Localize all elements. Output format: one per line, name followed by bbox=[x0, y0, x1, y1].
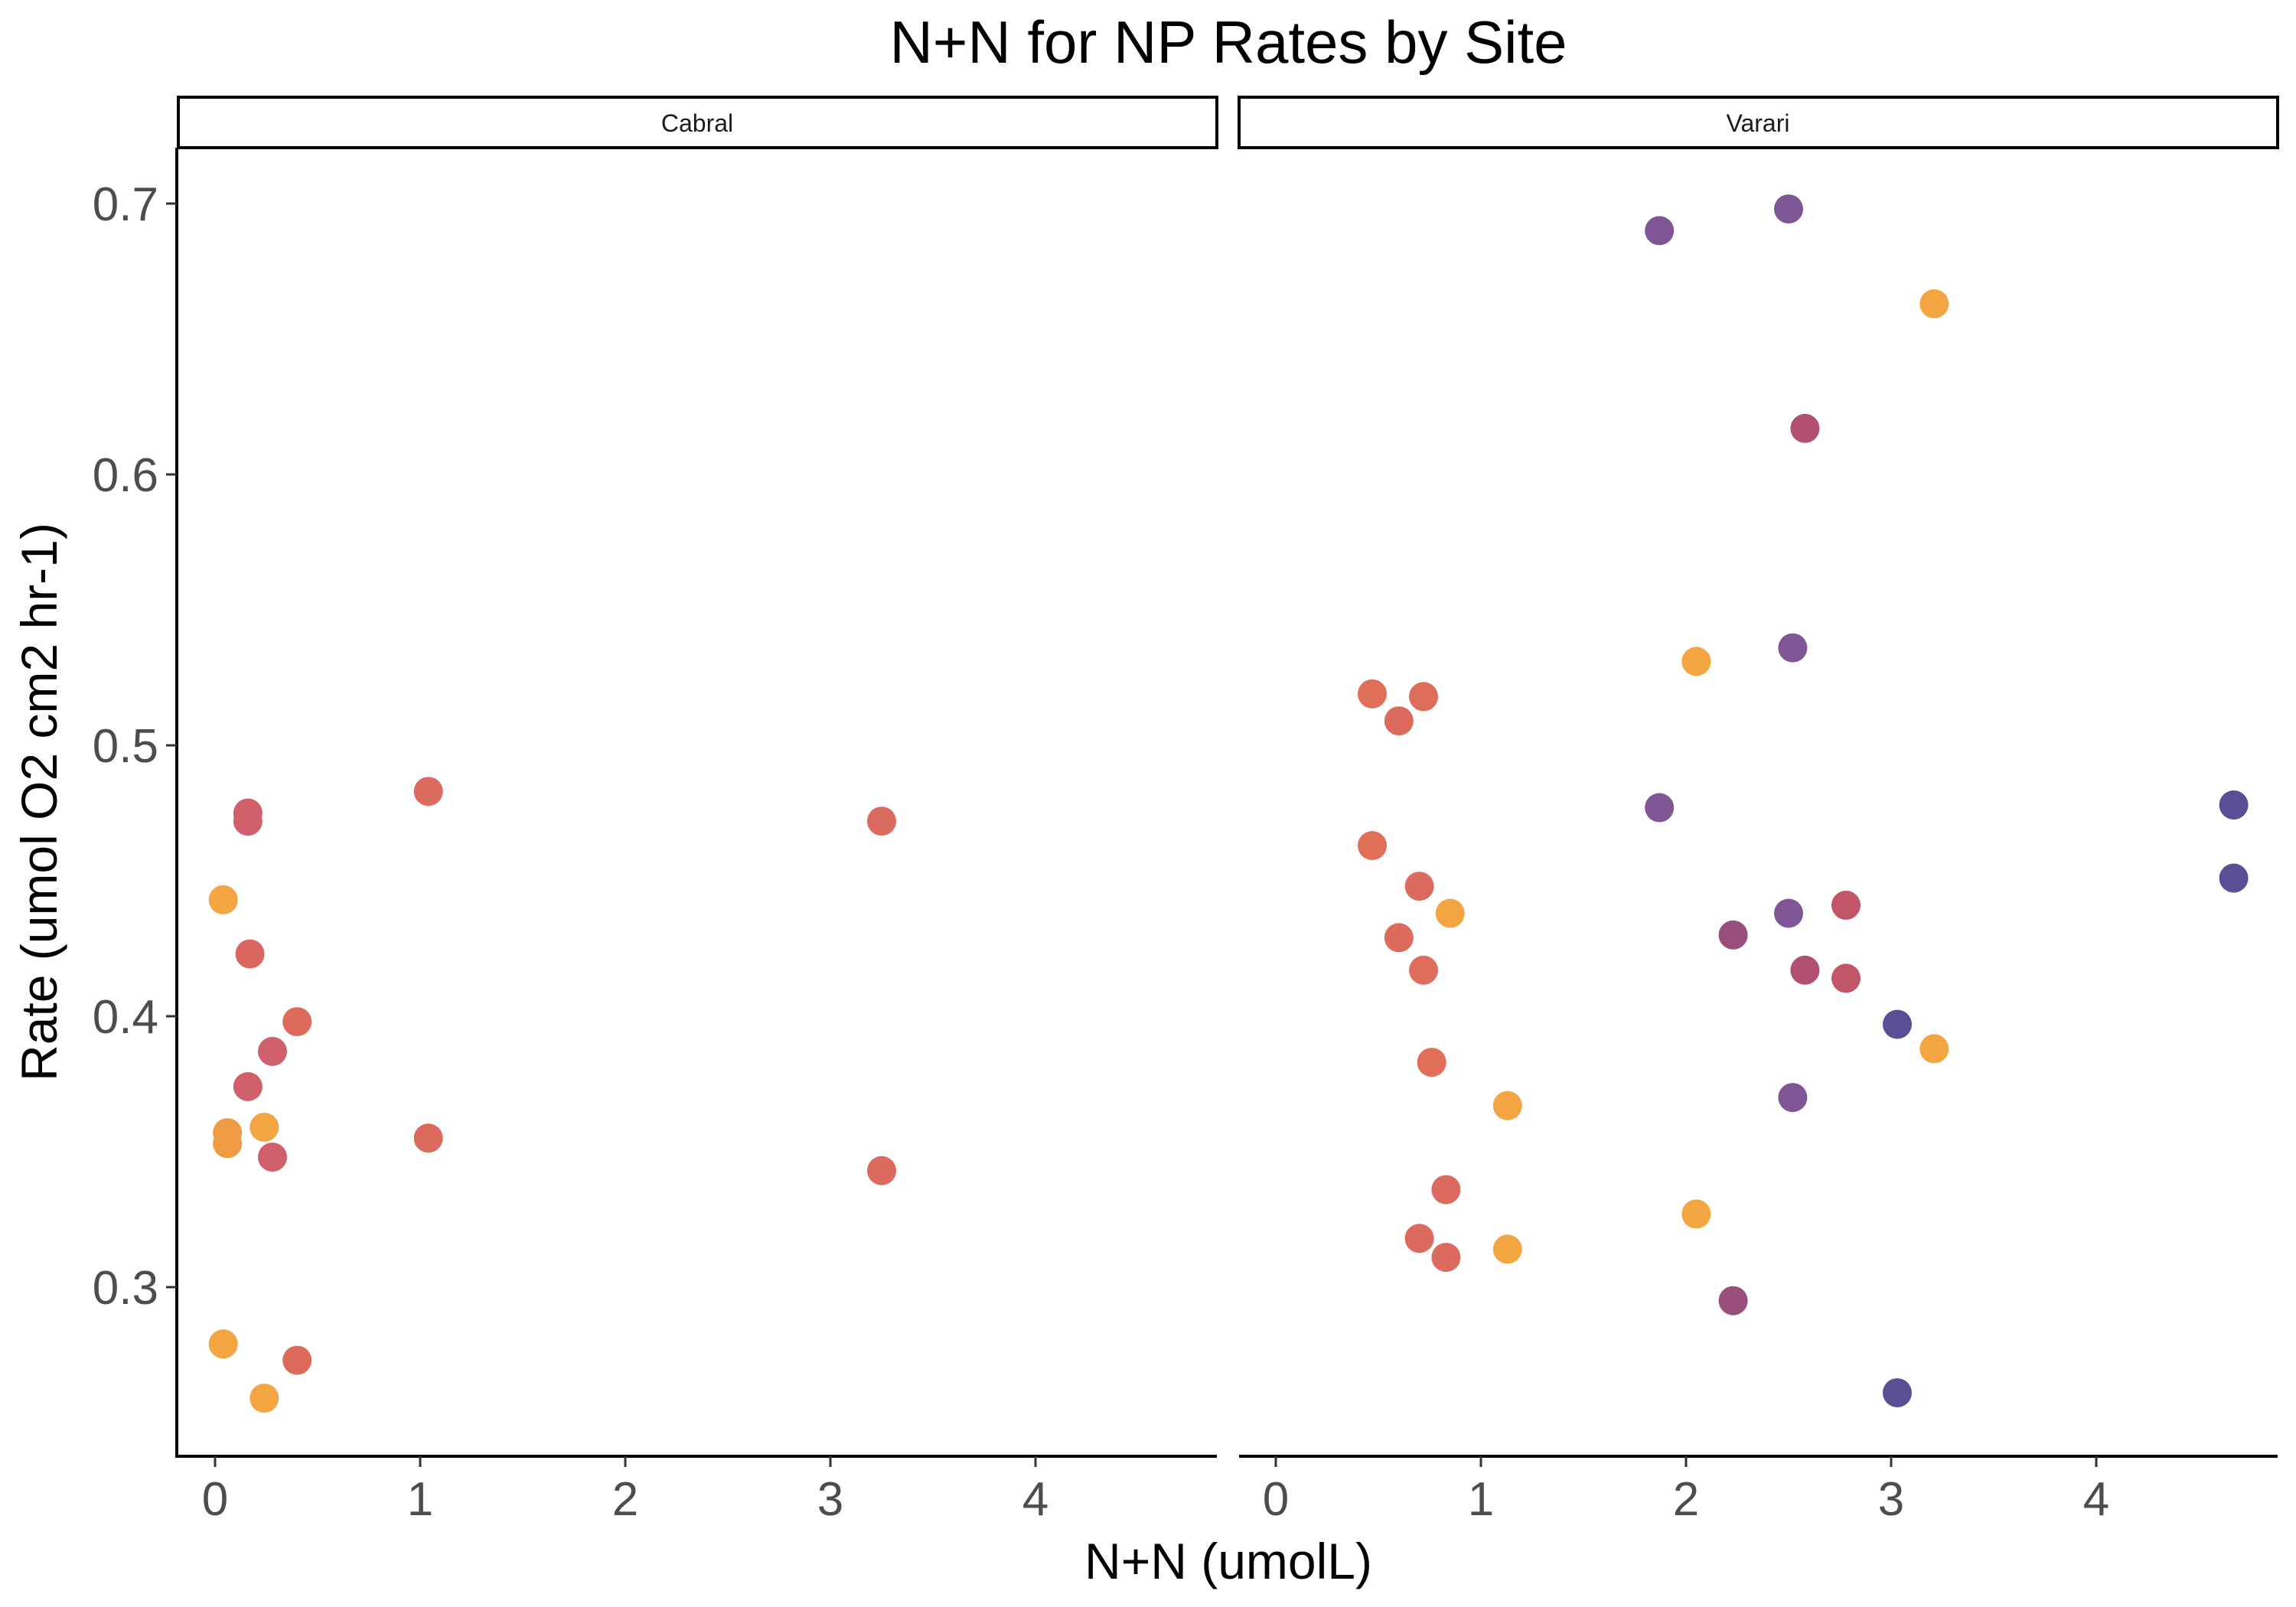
data-point bbox=[1681, 647, 1711, 676]
x-tick-label: 3 bbox=[1878, 1473, 1904, 1526]
panel-cabral: Cabral 0.3 0.4 0.5 0.6 0.7 0 1 2 3 4 bbox=[93, 96, 1218, 1526]
data-point bbox=[1883, 1009, 1912, 1039]
data-point bbox=[1919, 289, 1949, 318]
data-point bbox=[1409, 955, 1438, 985]
data-point bbox=[1492, 1090, 1522, 1120]
data-point bbox=[1831, 963, 1861, 993]
data-point bbox=[235, 939, 265, 969]
y-tick-label: 0.5 bbox=[93, 720, 158, 773]
strip-cabral bbox=[177, 96, 1218, 149]
data-point bbox=[413, 777, 443, 807]
data-point bbox=[1681, 1199, 1711, 1229]
x-tick-label: 4 bbox=[2083, 1473, 2109, 1526]
data-point bbox=[1778, 633, 1808, 663]
data-point bbox=[1645, 793, 1675, 823]
data-point bbox=[1774, 898, 1803, 928]
x-axis-ticks-varari: 0 1 2 3 4 bbox=[1263, 1456, 2109, 1526]
data-point bbox=[233, 1072, 263, 1101]
x-axis-ticks-cabral: 0 1 2 3 4 bbox=[202, 1456, 1049, 1526]
x-tick-label: 2 bbox=[612, 1473, 638, 1526]
data-point bbox=[1919, 1034, 1949, 1064]
x-tick-label: 0 bbox=[202, 1473, 228, 1526]
data-point bbox=[213, 1129, 243, 1159]
data-point bbox=[1431, 1243, 1461, 1273]
data-point bbox=[1778, 1083, 1808, 1113]
panel-varari: Varari 0 1 2 3 4 bbox=[1238, 96, 2279, 1526]
data-point bbox=[1435, 898, 1465, 928]
data-point bbox=[1790, 413, 1820, 443]
data-point bbox=[867, 807, 896, 836]
data-point bbox=[1831, 890, 1861, 920]
data-point bbox=[1358, 679, 1387, 709]
y-tick-label: 0.6 bbox=[93, 449, 158, 502]
y-axis-title: Rate (umol O2 cm2 hr-1) bbox=[11, 523, 67, 1081]
data-point bbox=[1718, 1286, 1748, 1315]
data-point bbox=[1790, 955, 1820, 985]
points-varari bbox=[1358, 194, 2249, 1408]
x-tick-label: 1 bbox=[1468, 1473, 1494, 1526]
data-point bbox=[867, 1156, 896, 1185]
data-point bbox=[1404, 1224, 1434, 1253]
data-point bbox=[282, 1345, 312, 1375]
data-point bbox=[1431, 1175, 1461, 1204]
x-tick-label: 0 bbox=[1263, 1473, 1289, 1526]
data-point bbox=[1718, 920, 1748, 950]
x-tick-label: 2 bbox=[1673, 1473, 1699, 1526]
data-point bbox=[258, 1037, 287, 1066]
points-cabral bbox=[208, 777, 896, 1413]
x-tick-label: 1 bbox=[407, 1473, 433, 1526]
y-tick-label: 0.3 bbox=[93, 1262, 158, 1315]
chart-title: N+N for NP Rates by Site bbox=[889, 8, 1567, 76]
data-point bbox=[258, 1143, 287, 1172]
data-point bbox=[208, 1329, 238, 1359]
data-point bbox=[233, 807, 263, 836]
x-tick-label: 3 bbox=[817, 1473, 843, 1526]
data-point bbox=[249, 1384, 279, 1413]
data-point bbox=[1384, 706, 1414, 736]
data-point bbox=[1417, 1048, 1446, 1077]
data-point bbox=[282, 1007, 312, 1037]
data-point bbox=[1358, 831, 1387, 860]
data-point bbox=[1492, 1234, 1522, 1264]
strip-label-cabral: Cabral bbox=[661, 109, 733, 137]
y-tick-label: 0.7 bbox=[93, 178, 158, 231]
y-tick-label: 0.4 bbox=[93, 991, 158, 1044]
strip-label-varari: Varari bbox=[1727, 109, 1790, 137]
x-axis-title: N+N (umolL) bbox=[1084, 1533, 1372, 1589]
data-point bbox=[1883, 1378, 1912, 1408]
data-point bbox=[208, 885, 238, 914]
data-point bbox=[2219, 863, 2249, 893]
data-point bbox=[2219, 790, 2249, 820]
data-point bbox=[1384, 923, 1414, 953]
data-point bbox=[1645, 216, 1675, 246]
data-point bbox=[249, 1113, 279, 1143]
data-point bbox=[1404, 872, 1434, 901]
data-point bbox=[413, 1123, 443, 1153]
data-point bbox=[1409, 682, 1438, 712]
y-axis-ticks: 0.3 0.4 0.5 0.6 0.7 bbox=[93, 178, 177, 1315]
data-point bbox=[1774, 194, 1803, 224]
x-tick-label: 4 bbox=[1022, 1473, 1049, 1526]
strip-varari bbox=[1238, 96, 2279, 149]
